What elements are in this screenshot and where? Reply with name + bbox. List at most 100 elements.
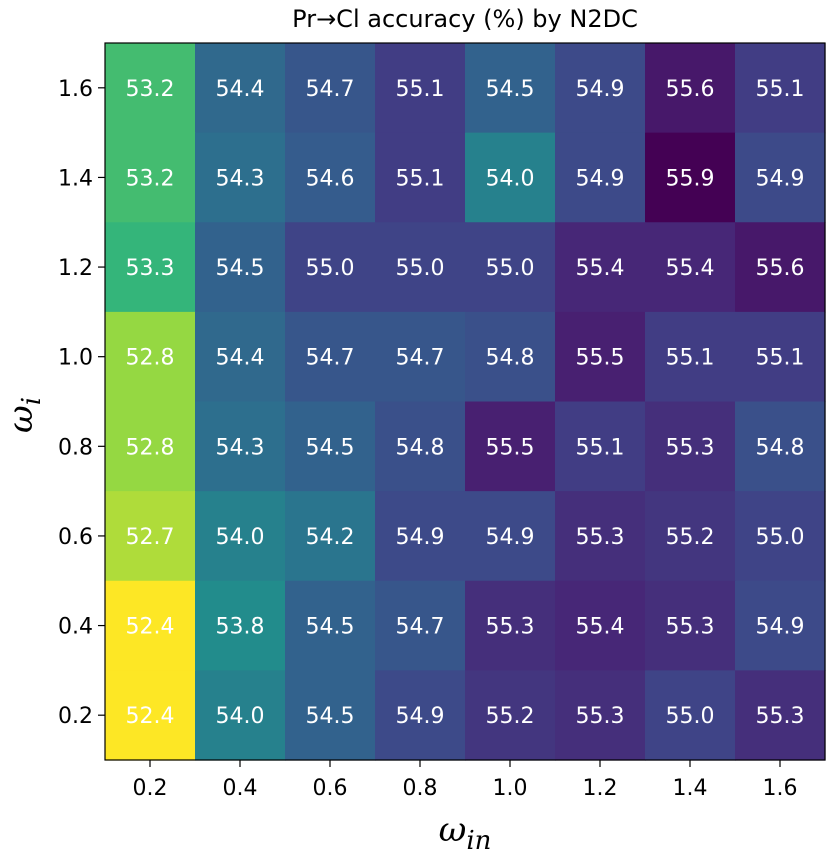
- heatmap-cell: [105, 222, 196, 313]
- y-tick-label: 0.2: [58, 704, 93, 729]
- heatmap-cell: [555, 43, 646, 134]
- heatmap-cell: [375, 491, 466, 582]
- heatmap-cell-label: 55.4: [666, 256, 715, 281]
- heatmap-cell: [645, 222, 736, 313]
- heatmap-cell-label: 55.1: [756, 346, 805, 371]
- heatmap-cell: [735, 43, 826, 134]
- heatmap-cell: [555, 670, 646, 761]
- y-tick-label: 1.2: [58, 256, 93, 281]
- heatmap-cell: [285, 491, 376, 582]
- heatmap-cell: [285, 222, 376, 313]
- heatmap-cell: [195, 132, 286, 223]
- heatmap-cell: [105, 311, 196, 403]
- y-axis-label-main: ω: [1, 405, 41, 433]
- heatmap-cell-label: 54.8: [396, 435, 445, 460]
- heatmap-cell-label: 55.1: [396, 166, 445, 191]
- heatmap-cell-label: 55.3: [576, 525, 625, 550]
- x-axis-label: ωin: [439, 810, 492, 853]
- heatmap-cell-label: 52.4: [126, 704, 175, 729]
- heatmap-cell: [645, 311, 736, 403]
- heatmap-cell: [375, 222, 466, 313]
- heatmap-cell: [735, 132, 826, 223]
- heatmap-cell-labels: 53.2 54.4 54.7 55.1 54.5 54.9 55.6 55.1 53.2 54.3…: [126, 77, 805, 729]
- heatmap-cell-label: 55.2: [486, 704, 535, 729]
- x-axis-label-sub: in: [466, 826, 491, 853]
- heatmap-cell-label: 54.3: [216, 435, 265, 460]
- heatmap-cell-label: 55.1: [756, 77, 805, 102]
- heatmap-cell-label: 54.9: [396, 525, 445, 550]
- y-tick-label: 0.8: [58, 435, 93, 460]
- heatmap-cell: [195, 222, 286, 313]
- heatmap-cell: [465, 491, 556, 582]
- y-tick-label: 0.6: [58, 525, 93, 550]
- heatmap-cell: [645, 580, 736, 671]
- heatmap-cell: [375, 401, 466, 492]
- heatmap-cell: [555, 222, 646, 313]
- heatmap-cell: [195, 580, 286, 671]
- heatmap-cell: [285, 311, 376, 403]
- heatmap-cell-label: 52.4: [126, 615, 175, 640]
- heatmap-cell: [465, 222, 556, 313]
- heatmap-cell-label: 54.7: [396, 346, 445, 371]
- heatmap-cell: [105, 43, 196, 134]
- plot-frame: [104, 42, 826, 761]
- heatmap-cell-label: 54.9: [756, 166, 805, 191]
- heatmap-cell: [645, 491, 736, 582]
- heatmap-cell: [465, 311, 556, 403]
- heatmap-cell: [465, 43, 556, 134]
- heatmap-cell-label: 54.9: [576, 77, 625, 102]
- heatmap-cell-label: 55.4: [576, 256, 625, 281]
- heatmap-cell-label: 55.1: [396, 77, 445, 102]
- heatmap-cell: [195, 311, 286, 403]
- heatmap-cell: [285, 43, 376, 134]
- heatmap-cell-label: 54.8: [486, 346, 535, 371]
- heatmap-cell: [735, 311, 826, 403]
- heatmap-cell: [465, 670, 556, 761]
- heatmap-cell: [375, 132, 466, 223]
- heatmap-cell-label: 55.3: [486, 615, 535, 640]
- heatmap-cell: [645, 43, 736, 134]
- heatmap-cell-label: 54.9: [576, 166, 625, 191]
- y-axis-label: ωi: [1, 397, 47, 433]
- x-axis-label-main: ω: [439, 810, 467, 850]
- chart-title: Pr→Cl accuracy (%) by N2DC: [292, 5, 638, 33]
- heatmap-cell: [555, 580, 646, 671]
- heatmap-cell: [645, 132, 736, 223]
- heatmap-cell: [735, 401, 826, 492]
- heatmap-cell: [645, 401, 736, 492]
- heatmap-cell: [105, 580, 196, 671]
- y-tick-label: 1.6: [58, 77, 93, 102]
- heatmap-cell-label: 55.0: [396, 256, 445, 281]
- heatmap-cell-label: 53.8: [216, 615, 265, 640]
- heatmap-cell-label: 54.5: [306, 704, 355, 729]
- heatmap-cell: [465, 132, 556, 223]
- heatmap-cell-label: 53.2: [126, 166, 175, 191]
- heatmap-cell: [105, 670, 196, 761]
- y-tick-label: 0.4: [58, 615, 93, 640]
- heatmap-cells: [105, 43, 826, 761]
- heatmap-cell-label: 54.5: [306, 615, 355, 640]
- heatmap-cell-label: 55.3: [756, 704, 805, 729]
- heatmap-cell: [105, 132, 196, 223]
- heatmap-cell: [375, 670, 466, 761]
- heatmap-cell-label: 55.4: [576, 615, 625, 640]
- heatmap-cell-label: 54.9: [756, 615, 805, 640]
- heatmap-cell: [465, 580, 556, 671]
- heatmap-cell-label: 54.9: [396, 704, 445, 729]
- heatmap-cell: [555, 401, 646, 492]
- heatmap-cell-label: 55.9: [666, 166, 715, 191]
- heatmap-cell: [735, 491, 826, 582]
- heatmap-cell: [555, 491, 646, 582]
- heatmap-cell: [195, 670, 286, 761]
- heatmap-cell-label: 55.0: [756, 525, 805, 550]
- x-tick-label: 1.4: [673, 776, 708, 801]
- heatmap-cell-label: 55.2: [666, 525, 715, 550]
- heatmap-cell: [735, 580, 826, 671]
- heatmap-cell-label: 55.1: [576, 435, 625, 460]
- heatmap-cell: [195, 491, 286, 582]
- heatmap-cell-label: 54.3: [216, 166, 265, 191]
- heatmap-cell: [375, 43, 466, 134]
- heatmap-cell: [105, 401, 196, 492]
- heatmap-cell-label: 55.3: [576, 704, 625, 729]
